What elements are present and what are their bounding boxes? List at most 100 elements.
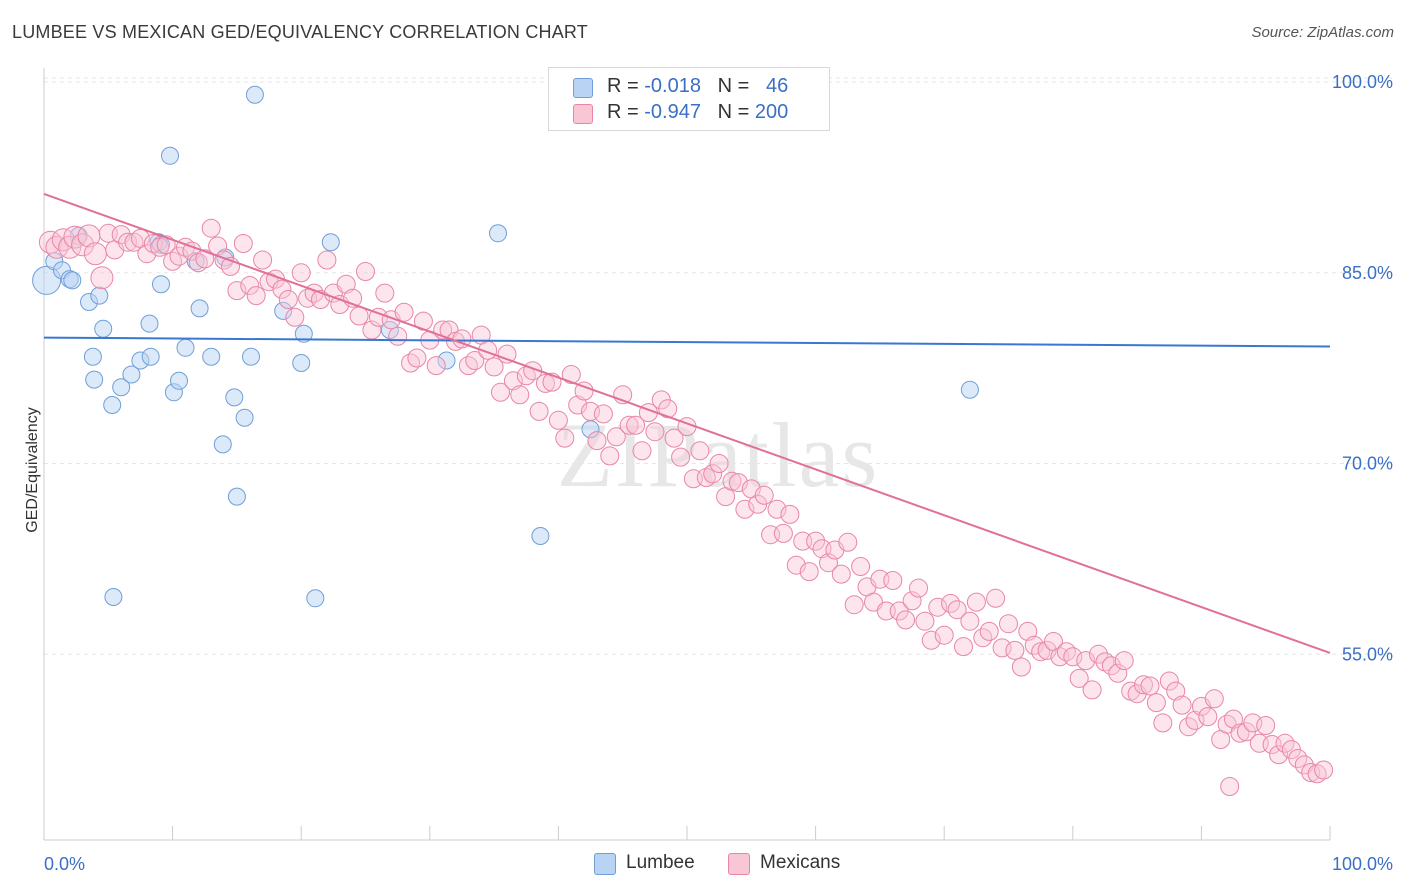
lumbee-point: [103, 396, 122, 414]
mexicans-point: [722, 471, 742, 491]
mexicans-point: [1101, 656, 1121, 676]
mexicans-point: [883, 571, 903, 590]
lumbee-point: [190, 299, 209, 318]
mexicans-point: [536, 373, 555, 393]
mexicans-point: [851, 557, 871, 576]
mexicans-point: [1153, 713, 1173, 733]
legend-r-prefix: R =: [607, 101, 639, 123]
mexicans-point: [703, 464, 723, 484]
mexicans-point: [896, 610, 916, 630]
lumbee-point: [294, 324, 313, 343]
mexicans-point: [336, 274, 356, 294]
mexicans-point: [272, 279, 292, 299]
mexicans-point: [947, 600, 967, 620]
mexicans-point: [735, 499, 755, 519]
mexicans-point: [240, 276, 260, 295]
mexicans-point: [45, 235, 69, 259]
lumbee-point: [245, 85, 264, 104]
mexicans-point: [954, 637, 973, 657]
mexicans-point: [658, 399, 678, 419]
bottom-legend-label-mexicans: Mexicans: [760, 852, 841, 873]
mexicans-point: [1166, 681, 1186, 701]
mexicans-point: [510, 385, 530, 405]
mexicans-point: [163, 251, 183, 271]
lumbee-point: [176, 338, 195, 357]
mexicans-point: [227, 281, 247, 301]
mexicans-point: [458, 356, 478, 376]
lumbee-point: [104, 588, 123, 606]
lumbee-point: [292, 354, 311, 372]
mexicans-point: [671, 447, 691, 467]
lumbee-point: [242, 347, 260, 366]
grid-lines: [44, 77, 1392, 655]
mexicans-point: [664, 428, 684, 448]
mexicans-point: [799, 562, 819, 582]
legend-r-value: -0.947: [644, 101, 701, 123]
mexicans-point: [709, 454, 729, 473]
lumbee-point: [141, 347, 160, 366]
mexicans-point: [1069, 668, 1089, 688]
lumbee-point: [202, 347, 221, 366]
lumbee-point: [227, 487, 246, 506]
lumbee-point: [170, 371, 188, 390]
lumbee-point: [531, 527, 550, 545]
mexicans-point: [561, 365, 581, 384]
lumbee-point: [960, 380, 979, 399]
mexicans-point: [156, 235, 176, 255]
mexicans-point: [90, 266, 114, 290]
mexicans-point: [401, 353, 420, 373]
mexicans-point: [831, 564, 851, 584]
mexicans-point: [555, 428, 575, 448]
mexicans-point: [118, 232, 138, 252]
mexicans-point: [1146, 693, 1166, 713]
mexicans-point: [574, 381, 594, 401]
mexicans-point: [767, 499, 787, 519]
mexicans-point: [690, 441, 710, 461]
mexicans-points: [38, 218, 1334, 796]
mexicans-point: [1220, 777, 1240, 796]
mexicans-point: [1269, 745, 1289, 765]
mexicans-point: [1031, 642, 1051, 662]
y-tick-label: 70.0%: [1342, 454, 1393, 474]
mexicans-point: [1134, 675, 1153, 695]
mexicans-point: [619, 415, 639, 435]
mexicans-point: [1204, 689, 1224, 709]
mexicans-point: [1314, 760, 1334, 780]
mexicans-point: [793, 531, 813, 551]
trend-lines: [43, 192, 1331, 654]
mexicans-point: [1230, 723, 1250, 743]
lumbee-point: [274, 301, 293, 320]
lumbee-point: [85, 370, 104, 389]
mexicans-point: [1108, 663, 1128, 683]
mexicans-point: [593, 404, 613, 424]
mexicans-point: [1011, 657, 1031, 677]
y-tick-label: 85.0%: [1342, 263, 1393, 283]
legend-r-prefix: R =: [607, 75, 639, 97]
mexicans-point: [503, 371, 523, 391]
mexicans-point: [806, 531, 826, 551]
legend-r-value: -0.018: [644, 75, 701, 97]
lumbee-point: [225, 388, 244, 407]
lumbee-point: [94, 319, 113, 338]
tick-labels: 100.0% 85.0% 70.0% 55.0% 0.0% 100.0%: [44, 72, 1393, 874]
mexicans-point: [960, 611, 980, 631]
lumbee-point: [306, 589, 325, 608]
legend-n-prefix: N =: [717, 75, 750, 97]
mexicans-point: [124, 232, 144, 252]
mexicans-point: [773, 523, 793, 543]
mexicans-point: [754, 485, 774, 505]
mexicans-point: [986, 588, 1006, 608]
mexicans-point: [921, 630, 941, 650]
bottom-legend-label-lumbee: Lumbee: [626, 852, 695, 873]
mexicans-point: [1256, 716, 1276, 735]
mexicans-point: [1005, 640, 1025, 660]
mexicans-point: [291, 263, 311, 283]
mexicans-point: [529, 401, 549, 421]
bottom-legend-swatch-lumbee: [594, 853, 616, 875]
mexicans-point: [375, 283, 395, 303]
lumbee-point: [112, 378, 131, 397]
mexicans-point: [253, 250, 273, 270]
mexicans-point: [915, 611, 935, 631]
mexicans-point: [407, 348, 427, 368]
mexicans-point: [600, 446, 620, 466]
